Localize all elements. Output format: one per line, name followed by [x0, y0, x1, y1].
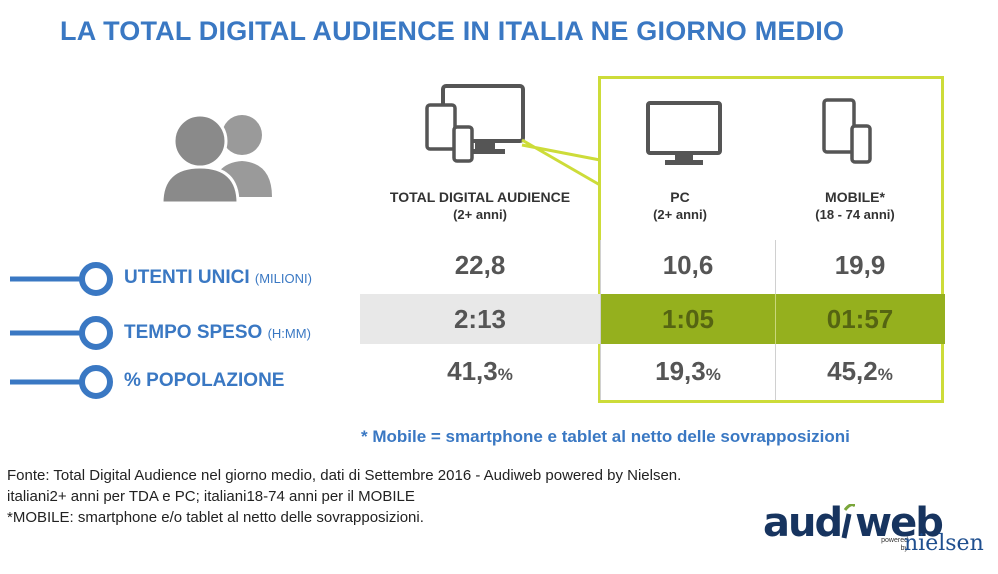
- column-header-sub: (2+ anni): [653, 207, 707, 222]
- logo-powered-line: powered: [881, 537, 908, 544]
- people-icon: [160, 113, 272, 205]
- column-header-tda: TOTAL DIGITAL AUDIENCE (2+ anni): [370, 188, 590, 224]
- highlight-box: [598, 76, 944, 403]
- row-label-unit: (MILIONI): [254, 271, 312, 286]
- logo-i-swoosh-icon: [841, 503, 857, 539]
- column-separator: [775, 294, 776, 344]
- cell-tempo-pc: 1:05: [661, 304, 715, 334]
- row-markers: [10, 262, 113, 399]
- multi-device-icon: [425, 84, 525, 163]
- column-header-mobile: MOBILE* (18 - 74 anni): [780, 188, 930, 224]
- column-separator: [600, 240, 601, 400]
- cell-popolazione-pc: 19,3%: [601, 346, 775, 396]
- cell-popolazione-mobile: 45,2%: [776, 346, 944, 396]
- row-label-utenti-unici: UTENTI UNICI (MILIONI): [124, 267, 312, 289]
- column-separator: [775, 344, 776, 400]
- row-label-text: TEMPO SPESO: [124, 322, 263, 343]
- cell-tempo-mobile: 01:57: [826, 304, 894, 334]
- row-label-tempo-speso: TEMPO SPESO (H:MM): [124, 322, 311, 344]
- column-header-name: PC: [670, 189, 690, 205]
- row-label-popolazione: % POPOLAZIONE: [124, 370, 284, 392]
- cell-utenti-tda: 22,8: [454, 250, 506, 280]
- cell-suffix: %: [877, 365, 893, 384]
- audiweb-logo: aud web: [763, 500, 944, 546]
- logo-brand-a: aud: [763, 500, 843, 546]
- logo-powered-by: powered by: [880, 537, 908, 553]
- monitor-icon: [646, 101, 722, 165]
- column-header-sub: (2+ anni): [453, 207, 507, 222]
- row-label-unit: (H:MM): [267, 326, 311, 341]
- cell-suffix: %: [705, 365, 721, 384]
- cell-value: 41,3: [447, 356, 498, 386]
- row-band-total: [360, 294, 600, 344]
- cell-value: 19,3: [655, 356, 706, 386]
- column-header-pc: PC (2+ anni): [610, 188, 750, 224]
- mobile-footnote: * Mobile = smartphone e tablet al netto …: [361, 427, 850, 446]
- cell-suffix: %: [497, 365, 513, 384]
- column-header-name: MOBILE*: [825, 189, 885, 205]
- cell-tempo-tda: 2:13: [453, 304, 507, 334]
- nielsen-logo: nielsen: [904, 531, 984, 556]
- source-line: Fonte: Total Digital Audience nel giorno…: [7, 467, 682, 484]
- cell-popolazione-tda: 41,3%: [360, 346, 600, 396]
- column-header-sub: (18 - 74 anni): [815, 207, 895, 222]
- cell-value: 45,2: [827, 356, 878, 386]
- row-label-text: % POPOLAZIONE: [124, 370, 285, 391]
- column-header-name: TOTAL DIGITAL AUDIENCE: [389, 189, 571, 205]
- mobile-devices-icon: [822, 98, 872, 164]
- row-label-text: UTENTI UNICI: [124, 267, 250, 288]
- logo-brand-b: web: [855, 500, 944, 546]
- source-line: *MOBILE: smartphone e/o tablet al netto …: [7, 509, 424, 526]
- row-band-highlight: [601, 294, 945, 344]
- page-title: LA TOTAL DIGITAL AUDIENCE IN ITALIA NE G…: [60, 16, 845, 46]
- source-line: italiani2+ anni per TDA e PC; italiani18…: [7, 488, 415, 505]
- source-note: Fonte: Total Digital Audience nel giorno…: [7, 465, 681, 528]
- column-separator: [775, 240, 776, 294]
- logo-powered-line: by: [900, 545, 908, 552]
- cell-utenti-mobile: 19,9: [834, 250, 886, 280]
- cell-utenti-pc: 10,6: [662, 250, 714, 280]
